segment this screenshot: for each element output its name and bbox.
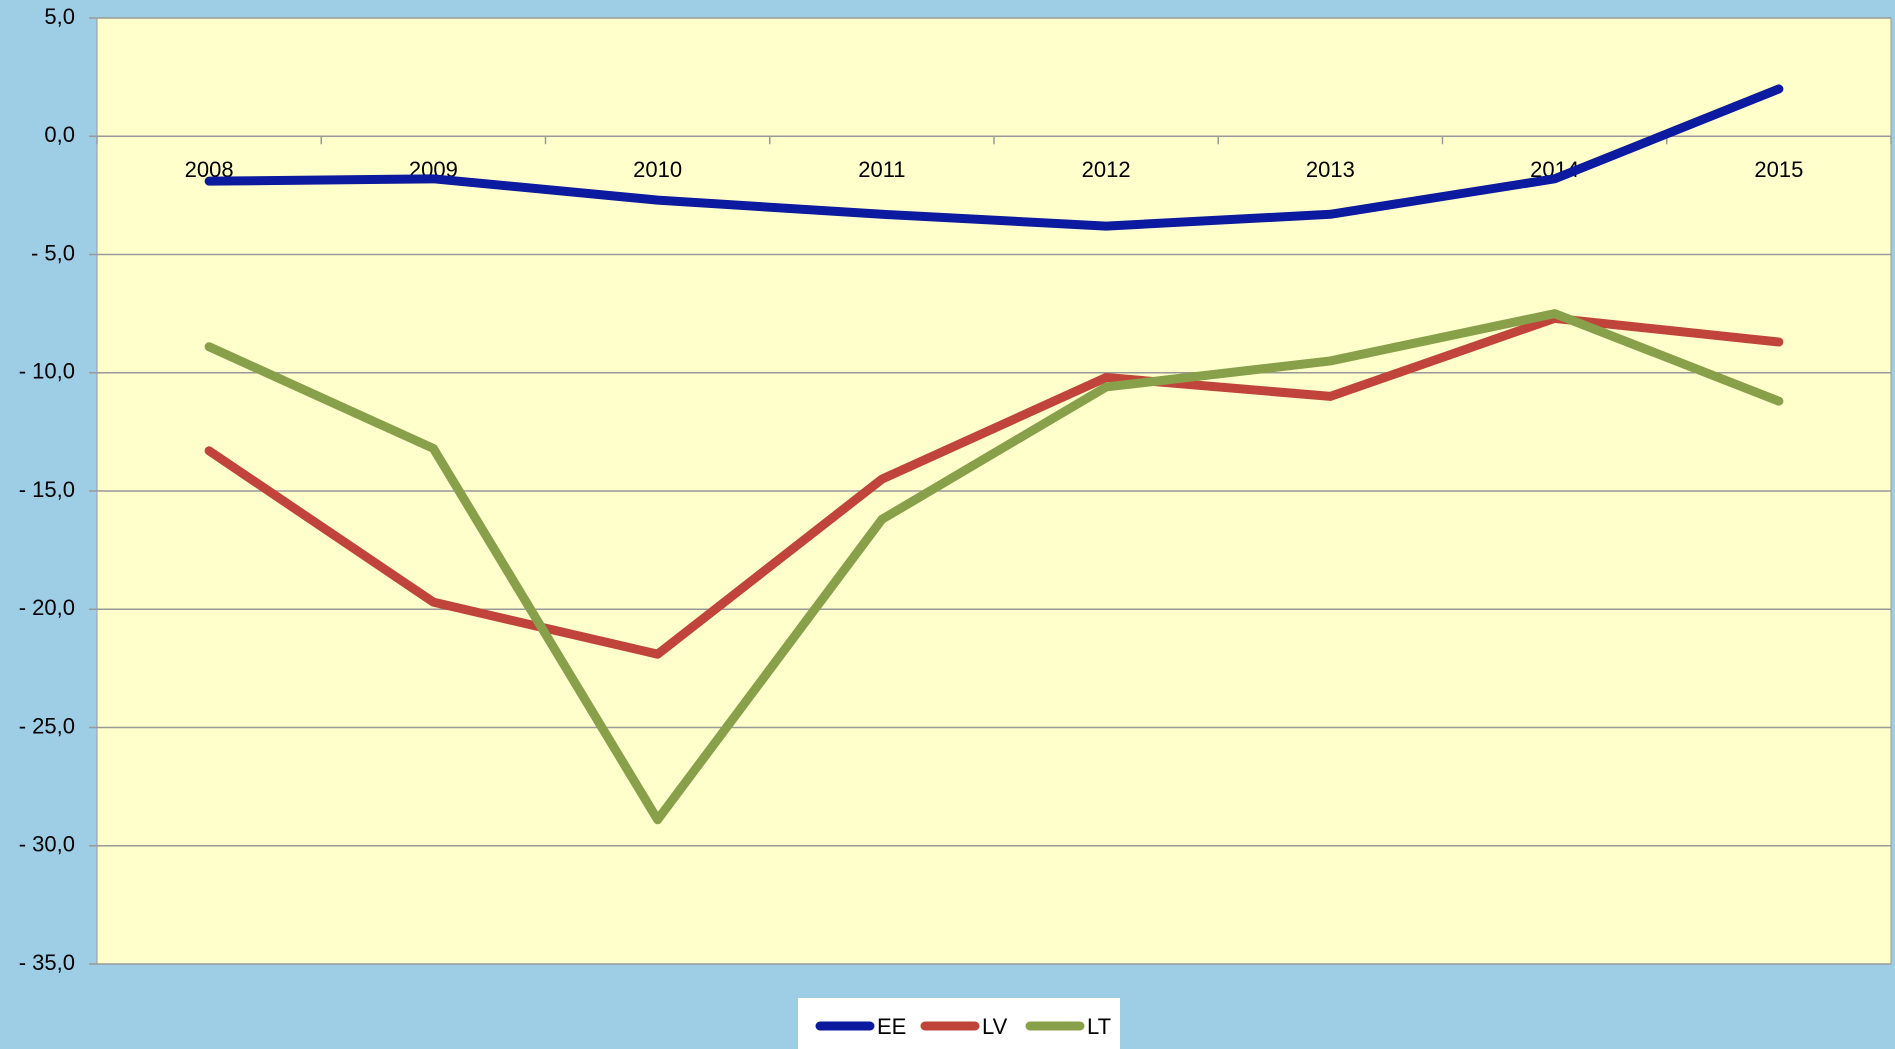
series-line: [204, 84, 1784, 231]
y-tick-label: - 10,0: [19, 359, 75, 384]
series-line: [204, 313, 1784, 659]
x-tick-label: 2013: [1306, 157, 1355, 182]
x-tick-label: 2011: [858, 157, 905, 182]
y-tick-label: - 20,0: [19, 595, 75, 620]
x-tick-label: 2010: [633, 157, 682, 182]
x-tick-label: 2015: [1754, 157, 1803, 182]
series-line: [204, 309, 1784, 825]
y-tick-label: 5,0: [44, 4, 75, 29]
y-tick-label: - 5,0: [31, 240, 75, 265]
y-tick-label: - 30,0: [19, 832, 75, 857]
legend-label: LT: [1087, 1014, 1111, 1039]
y-tick-label: - 25,0: [19, 713, 75, 738]
y-tick-label: - 15,0: [19, 477, 75, 502]
legend-label: EE: [877, 1014, 906, 1039]
x-tick-label: 2012: [1082, 157, 1131, 182]
legend-label: LV: [982, 1014, 1008, 1039]
y-tick-label: 0,0: [44, 122, 75, 147]
y-tick-label: - 35,0: [19, 950, 75, 975]
